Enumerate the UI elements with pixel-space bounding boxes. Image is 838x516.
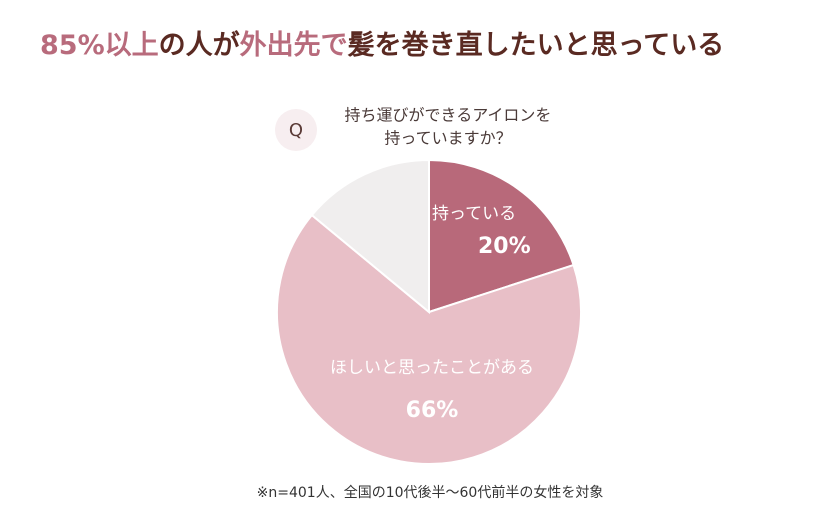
- chart-title: 85%以上の人が外出先で髪を巻き直したいと思っている: [40, 29, 724, 61]
- slice-label: 持っている: [432, 204, 516, 224]
- title-part: の人が: [159, 29, 240, 61]
- value-label: 20%: [478, 234, 531, 259]
- pie-slice: [310, 158, 430, 315]
- title-part: 外出先で: [240, 30, 348, 61]
- question-line: 持っていますか？: [384, 129, 511, 148]
- footnote: ※n=401人、全国の10代後半〜60代前半の女性を対象: [257, 484, 604, 501]
- question-badge: [275, 109, 317, 151]
- question-line: 持ち運びができるアイロンを: [345, 106, 552, 125]
- question-mark: Q: [289, 120, 303, 141]
- pie-slice: [276, 213, 582, 465]
- slice-label: ほしいと思ったことがある: [330, 358, 534, 378]
- title-part: 85%以上: [40, 30, 159, 61]
- value-label: 66%: [406, 398, 459, 423]
- title-part: 髪を巻き直したいと思っている: [347, 30, 725, 61]
- pie-slice: [428, 158, 575, 314]
- pie: 持っている 20% ほしいと思ったことがある 66%: [276, 158, 582, 465]
